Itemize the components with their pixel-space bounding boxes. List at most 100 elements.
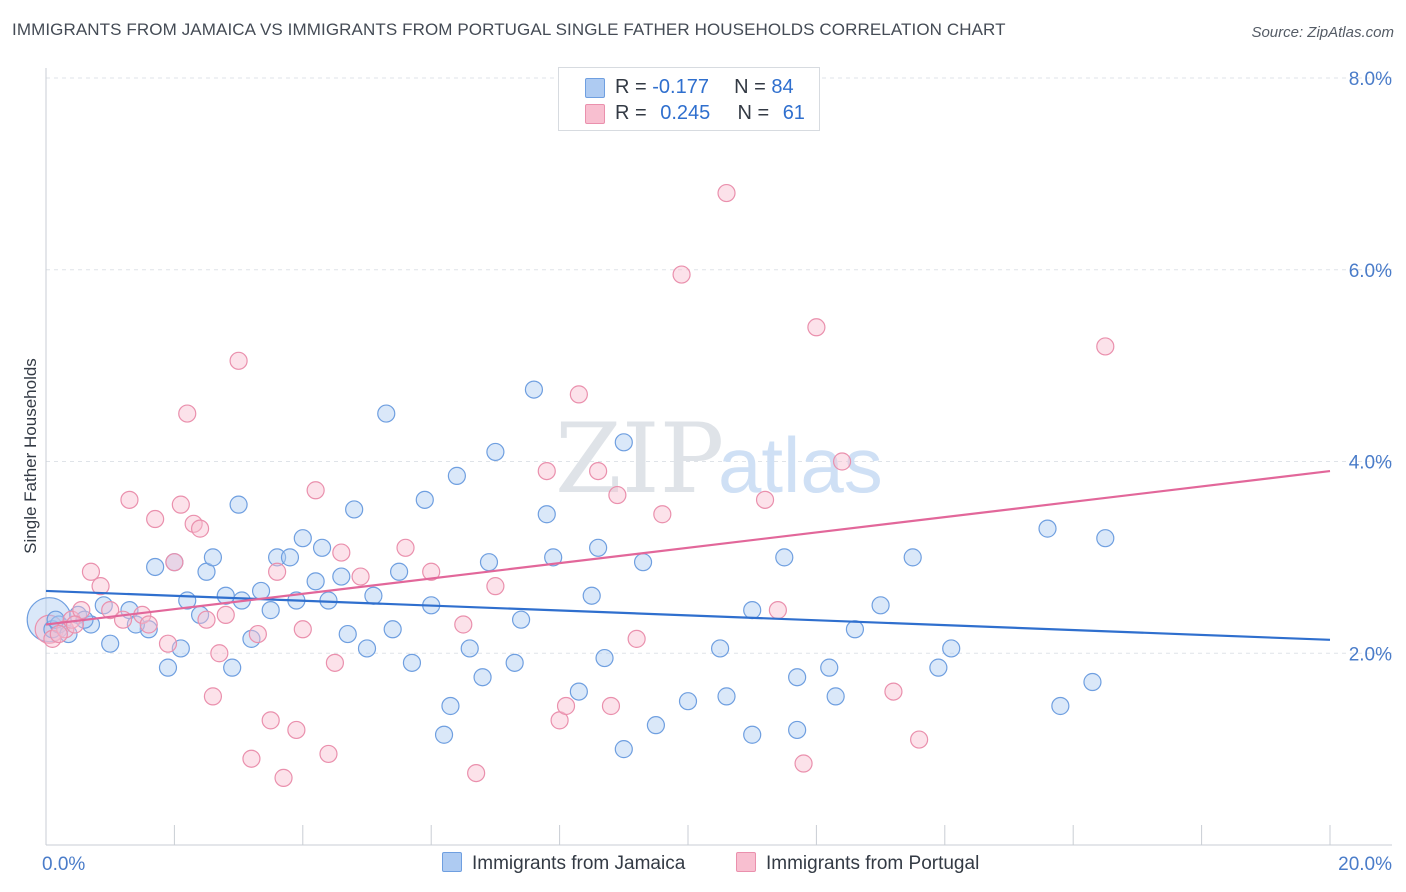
jamaica-legend-row: R = -0.177 N = 84 bbox=[615, 76, 794, 98]
jamaica-legend-swatch bbox=[585, 78, 605, 98]
watermark-zip: ZIP bbox=[555, 403, 724, 515]
portugal-point bbox=[120, 490, 139, 509]
jamaica-point bbox=[788, 720, 807, 740]
jamaica-trend-line bbox=[45, 589, 1331, 641]
portugal-point bbox=[794, 754, 813, 773]
portugal-point bbox=[601, 696, 621, 716]
portugal-point bbox=[274, 768, 293, 787]
portugal-point bbox=[1096, 337, 1115, 356]
jamaica-point bbox=[678, 692, 698, 711]
jamaica-point bbox=[293, 529, 312, 548]
portugal-point bbox=[139, 615, 158, 634]
portugal-swatch bbox=[736, 852, 756, 872]
portugal-point bbox=[229, 351, 248, 370]
portugal-point bbox=[454, 615, 473, 634]
jamaica-point bbox=[101, 634, 120, 653]
jamaica-point bbox=[383, 620, 402, 639]
portugal-point bbox=[65, 615, 84, 634]
legend-item-jamaica: Immigrants from Jamaica bbox=[442, 852, 685, 875]
x-tick-label-max: 20.0% bbox=[1338, 854, 1392, 875]
jamaica-point bbox=[511, 610, 531, 629]
portugal-point bbox=[165, 553, 184, 572]
y-tick-label: 8.0% bbox=[1349, 69, 1392, 90]
jamaica-point bbox=[1083, 672, 1102, 692]
portugal-point bbox=[203, 687, 223, 706]
y-axis-label: Single Father Households bbox=[21, 358, 40, 554]
source-label: Source: ZipAtlas.com bbox=[1251, 24, 1394, 41]
portugal-point bbox=[210, 644, 229, 663]
jamaica-point bbox=[306, 572, 325, 591]
portugal-point bbox=[178, 404, 197, 423]
portugal-legend-swatch bbox=[585, 104, 605, 124]
portugal-point bbox=[216, 605, 235, 625]
portugal-n-value: 61 bbox=[782, 102, 805, 124]
y-tick-label: 6.0% bbox=[1349, 261, 1392, 282]
portugal-point bbox=[101, 601, 120, 620]
portugal-trend-line bbox=[45, 469, 1331, 626]
portugal-point bbox=[332, 543, 351, 562]
portugal-point bbox=[248, 624, 267, 644]
jamaica-point bbox=[544, 548, 563, 567]
portugal-legend-label: Immigrants from Portugal bbox=[766, 853, 980, 874]
portugal-point bbox=[319, 744, 338, 764]
jamaica-point bbox=[441, 696, 460, 716]
portugal-point bbox=[556, 696, 576, 716]
trend-lines bbox=[45, 469, 1331, 641]
jamaica-point bbox=[1096, 529, 1115, 548]
portugal-point bbox=[569, 385, 588, 404]
jamaica-point bbox=[820, 658, 839, 677]
jamaica-point bbox=[146, 557, 165, 577]
jamaica-point bbox=[415, 490, 434, 509]
jamaica-point bbox=[589, 538, 608, 557]
jamaica-point bbox=[1051, 696, 1070, 716]
jamaica-point bbox=[505, 653, 524, 672]
correlation-legend: R = -0.177 N = 84 R = 0.245 N = 61 bbox=[558, 67, 820, 131]
jamaica-point bbox=[357, 639, 377, 658]
y-tick-label: 2.0% bbox=[1349, 644, 1392, 665]
portugal-point bbox=[91, 577, 110, 596]
portugal-point bbox=[197, 610, 216, 629]
jamaica-r-value: -0.177 bbox=[652, 76, 709, 98]
portugal-point bbox=[242, 749, 261, 768]
portugal-legend-row: R = 0.245 N = 61 bbox=[615, 102, 805, 124]
data-points bbox=[26, 183, 1115, 787]
jamaica-point bbox=[743, 601, 762, 620]
jamaica-point bbox=[788, 668, 807, 687]
portugal-point bbox=[653, 505, 672, 524]
jamaica-point bbox=[338, 624, 357, 644]
jamaica-legend-label: Immigrants from Jamaica bbox=[472, 853, 686, 874]
jamaica-point bbox=[595, 648, 614, 668]
jamaica-point bbox=[460, 639, 479, 658]
jamaica-point bbox=[646, 716, 666, 735]
portugal-point bbox=[422, 562, 441, 581]
jamaica-point bbox=[486, 442, 505, 462]
jamaica-point bbox=[402, 653, 422, 672]
jamaica-point bbox=[377, 404, 396, 423]
jamaica-point bbox=[280, 548, 300, 567]
legend-item-portugal: Immigrants from Portugal bbox=[736, 852, 979, 875]
portugal-point bbox=[351, 567, 370, 586]
portugal-point bbox=[832, 452, 852, 471]
portugal-point bbox=[190, 519, 210, 538]
jamaica-point bbox=[743, 725, 762, 744]
jamaica-point bbox=[268, 548, 287, 567]
portugal-point bbox=[268, 562, 287, 581]
jamaica-swatch bbox=[442, 852, 462, 872]
portugal-point bbox=[768, 601, 787, 620]
jamaica-point bbox=[251, 581, 271, 601]
portugal-point bbox=[306, 481, 325, 500]
jamaica-point bbox=[871, 596, 890, 615]
portugal-point bbox=[608, 485, 627, 505]
portugal-point bbox=[627, 629, 646, 648]
jamaica-point bbox=[447, 466, 466, 485]
chart-title: IMMIGRANTS FROM JAMAICA VS IMMIGRANTS FR… bbox=[12, 20, 1006, 39]
portugal-point bbox=[807, 318, 826, 337]
portugal-point bbox=[293, 620, 312, 639]
grid-lines bbox=[46, 77, 1392, 654]
jamaica-point bbox=[473, 668, 492, 687]
portugal-point bbox=[146, 509, 165, 529]
portugal-point bbox=[717, 183, 736, 203]
jamaica-point bbox=[229, 495, 248, 514]
watermark-atlas: atlas bbox=[718, 421, 883, 509]
jamaica-point bbox=[826, 687, 845, 706]
